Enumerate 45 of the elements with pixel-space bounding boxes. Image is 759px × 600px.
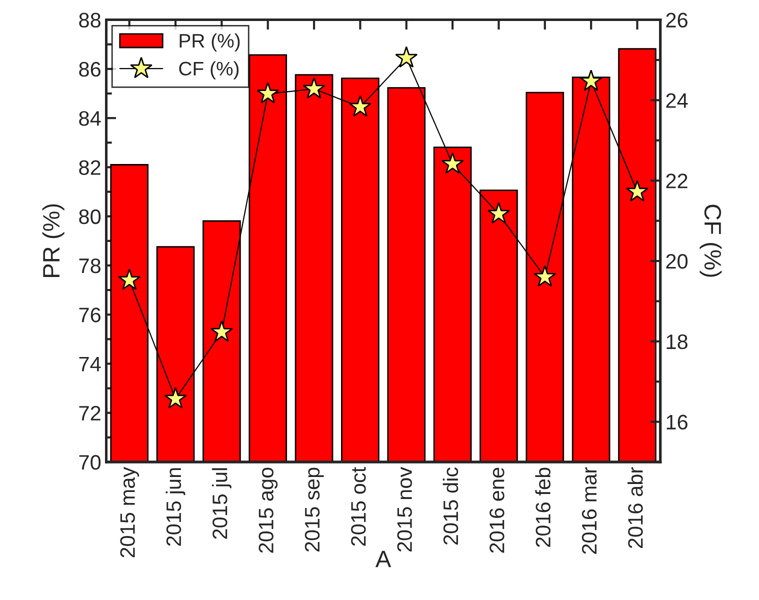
y-tick-label: 80 — [79, 209, 101, 224]
y2-tick-label: 24 — [666, 93, 688, 108]
y-tick-label: 74 — [79, 356, 101, 372]
legend-label: PR (%) — [180, 33, 240, 52]
x-tick-label: 2015 oct — [351, 467, 366, 546]
y-tick-label: 70 — [79, 455, 101, 470]
point — [348, 95, 372, 117]
y-tick-label: 72 — [79, 406, 100, 420]
point — [210, 320, 233, 342]
y-axis-title: PR (%) — [42, 204, 64, 278]
y2-axis-title: CF (%) — [700, 204, 722, 277]
y-tick-label: 76 — [79, 308, 100, 322]
point — [626, 180, 649, 202]
x-tick-label: 2015 may — [120, 466, 140, 558]
point — [580, 70, 602, 91]
point — [441, 152, 464, 174]
x-tick-label: 2015 dic — [442, 467, 458, 545]
point — [302, 77, 326, 99]
x-axis-title: A — [375, 550, 392, 568]
x-tick-label: 2016 abr — [628, 467, 643, 548]
x-tick-label: 2016 ene — [490, 468, 504, 553]
y-tick-label: 78 — [79, 258, 100, 274]
x-tick-label: 2015 jul — [212, 468, 232, 539]
point — [164, 387, 187, 409]
y-tick-label: 86 — [79, 62, 100, 77]
x-tick-label: 2015 ago — [258, 468, 278, 553]
y2-tick-label: 20 — [666, 254, 688, 269]
point — [118, 268, 141, 290]
point — [487, 202, 510, 224]
x-tick-label: 2016 feb — [535, 468, 550, 547]
x-tick-label: 2015 sep — [304, 468, 324, 552]
y2-tick-label: 22 — [666, 174, 688, 188]
y-tick-label: 82 — [79, 160, 100, 175]
y-tick-label: 88 — [79, 12, 100, 28]
y-tick-label: 84 — [79, 111, 101, 126]
point — [395, 46, 418, 68]
point — [256, 82, 280, 104]
x-tick-label: 2016 mar — [582, 467, 597, 554]
x-tick-label: 2015 jun — [166, 468, 186, 546]
x-tick-label: 2015 nov — [397, 466, 412, 552]
y2-tick-label: 18 — [666, 334, 688, 350]
y2-tick-label: 26 — [666, 12, 688, 28]
legend-label: CF (%) — [179, 61, 239, 80]
y2-tick-label: 16 — [666, 414, 688, 430]
point — [534, 265, 556, 287]
